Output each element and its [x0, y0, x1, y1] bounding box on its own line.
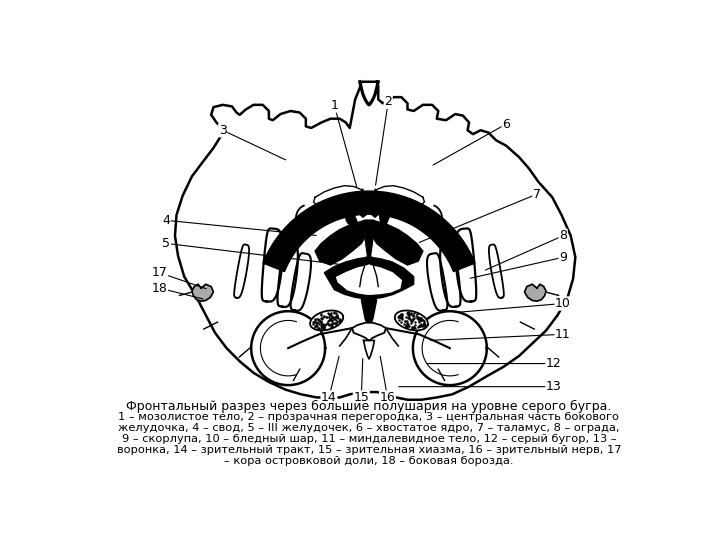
- Polygon shape: [455, 228, 476, 301]
- Polygon shape: [489, 245, 504, 298]
- Text: 2: 2: [384, 95, 392, 108]
- Polygon shape: [352, 323, 386, 340]
- Polygon shape: [251, 311, 325, 385]
- Polygon shape: [427, 253, 447, 310]
- Polygon shape: [346, 210, 357, 225]
- Text: воронка, 14 – зрительный тракт, 15 – зрительная хиазма, 16 – зрительный нерв, 17: воронка, 14 – зрительный тракт, 15 – зри…: [117, 445, 621, 455]
- Polygon shape: [291, 253, 311, 310]
- Polygon shape: [364, 220, 374, 264]
- Text: 6: 6: [502, 118, 510, 131]
- Polygon shape: [324, 257, 414, 300]
- Text: 10: 10: [555, 297, 571, 310]
- Polygon shape: [375, 186, 425, 211]
- Polygon shape: [262, 228, 283, 301]
- Text: 14: 14: [321, 391, 337, 404]
- Polygon shape: [310, 310, 343, 330]
- Text: – кора островковой доли, 18 – боковая борозда.: – кора островковой доли, 18 – боковая бо…: [224, 456, 514, 465]
- Polygon shape: [369, 220, 423, 265]
- Text: 17: 17: [152, 266, 168, 279]
- Text: 7: 7: [533, 188, 541, 201]
- Polygon shape: [364, 340, 374, 359]
- Text: желудочка, 4 – свод, 5 – III желудочек, 6 – хвостатое ядро, 7 – таламус, 8 – огр: желудочка, 4 – свод, 5 – III желудочек, …: [118, 423, 620, 433]
- Polygon shape: [440, 241, 461, 307]
- Polygon shape: [277, 241, 298, 307]
- Polygon shape: [192, 284, 213, 301]
- Polygon shape: [314, 186, 363, 211]
- Polygon shape: [263, 191, 475, 272]
- Polygon shape: [361, 300, 377, 328]
- Text: 18: 18: [152, 281, 168, 295]
- Text: 12: 12: [546, 357, 562, 370]
- Polygon shape: [360, 210, 366, 217]
- Text: 9 – скорлупа, 10 – бледный шар, 11 – миндалевидное тело, 12 – серый бугор, 13 –: 9 – скорлупа, 10 – бледный шар, 11 – мин…: [122, 434, 616, 444]
- Text: 1 – мозолистое тело, 2 – прозрачная перегородка, 3 – центральная часть бокового: 1 – мозолистое тело, 2 – прозрачная пере…: [119, 413, 619, 422]
- Polygon shape: [395, 310, 428, 330]
- Polygon shape: [372, 210, 378, 217]
- Polygon shape: [315, 220, 369, 265]
- Text: 16: 16: [379, 391, 395, 404]
- Polygon shape: [525, 284, 546, 301]
- Polygon shape: [379, 210, 391, 225]
- Text: Фронтальный разрез через большие полушария на уровне серого бугра.: Фронтальный разрез через большие полушар…: [126, 400, 612, 413]
- Text: 11: 11: [555, 328, 571, 341]
- Text: 4: 4: [163, 214, 171, 227]
- Text: 8: 8: [559, 230, 567, 242]
- Polygon shape: [234, 245, 249, 298]
- Text: 1: 1: [330, 99, 338, 112]
- Text: 5: 5: [163, 237, 171, 250]
- Text: 3: 3: [219, 124, 227, 137]
- Text: 9: 9: [559, 251, 567, 264]
- Polygon shape: [413, 311, 487, 385]
- Text: 13: 13: [546, 380, 562, 393]
- Polygon shape: [175, 82, 575, 400]
- Polygon shape: [337, 265, 401, 294]
- Text: 15: 15: [354, 391, 369, 404]
